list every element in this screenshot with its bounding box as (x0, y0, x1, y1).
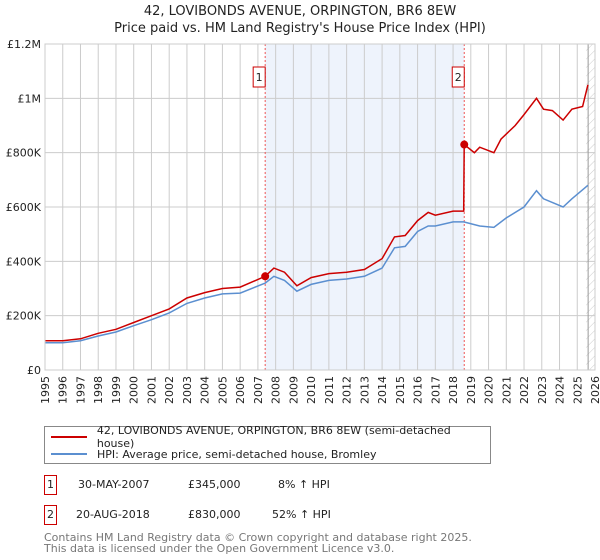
y-tick-label: £600K (6, 201, 42, 214)
x-tick-label: 2024 (554, 376, 567, 404)
sale-date: 30-MAY-2007 (78, 478, 150, 491)
x-tick-label: 2023 (536, 376, 549, 404)
sale-date: 20-AUG-2018 (76, 508, 150, 521)
legend-item-hpi: HPI: Average price, semi-detached house,… (51, 446, 376, 462)
sale-row-2: 2 20-AUG-2018 £830,000 52% ↑ HPI (44, 505, 444, 525)
sale-badge: 1 (44, 475, 57, 495)
sale-badge: 2 (44, 505, 57, 525)
series-line-property (45, 84, 589, 342)
x-tick-label: 1997 (74, 376, 87, 404)
x-tick-label: 2000 (128, 376, 141, 404)
x-tick-label: 2015 (394, 376, 407, 404)
footer-line-1: Contains HM Land Registry data © Crown c… (44, 531, 472, 544)
y-tick-label: £400K (6, 255, 42, 268)
sale-annotation-label: 1 (256, 71, 263, 84)
legend-label-property: 42, LOVIBONDS AVENUE, ORPINGTON, BR6 8EW… (96, 424, 451, 450)
legend-swatch-blue (51, 453, 87, 455)
y-tick-label: £800K (6, 147, 42, 160)
legend-item-property: 42, LOVIBONDS AVENUE, ORPINGTON, BR6 8EW… (51, 424, 490, 450)
x-tick-label: 1998 (92, 376, 105, 404)
sale-row-1: 1 30-MAY-2007 £345,000 8% ↑ HPI (44, 475, 444, 495)
x-tick-label: 1995 (39, 376, 52, 404)
sale-hpi: 52% ↑ HPI (272, 508, 331, 521)
x-tick-label: 2002 (163, 376, 176, 404)
x-tick-label: 2012 (341, 376, 354, 404)
x-tick-label: 2021 (500, 376, 513, 404)
x-tick-label: 2009 (287, 376, 300, 404)
y-tick-label: £0 (27, 364, 41, 377)
legend-label-hpi: HPI: Average price, semi-detached house,… (97, 447, 377, 461)
x-tick-label: 2005 (216, 376, 229, 404)
x-tick-label: 2010 (305, 376, 318, 404)
chart-title: 42, LOVIBONDS AVENUE, ORPINGTON, BR6 8EW (143, 4, 457, 19)
footer-line-2: This data is licensed under the Open Gov… (44, 542, 395, 555)
sale-annotation-label: 2 (455, 71, 462, 84)
y-tick-label: £1M (18, 92, 42, 105)
sale-annotation-box (451, 66, 465, 88)
chart-subtitle: Price paid vs. HM Land Registry's House … (114, 21, 486, 36)
x-tick-label: 2011 (323, 376, 336, 404)
x-tick-label: 2008 (270, 376, 283, 404)
x-tick-label: 1999 (110, 376, 123, 404)
x-tick-label: 2001 (145, 376, 158, 404)
x-tick-label: 2018 (447, 376, 460, 404)
x-tick-label: 2019 (465, 376, 478, 404)
x-tick-label: 1996 (57, 376, 70, 404)
x-tick-label: 2016 (412, 376, 425, 404)
x-tick-label: 2017 (429, 376, 442, 404)
y-tick-label: £200K (6, 310, 42, 323)
x-tick-label: 2020 (483, 376, 496, 404)
sale-annotation-box (252, 66, 266, 88)
price-chart: 1995 1996 1997 1998 1999 2000 2001 2002 2003 2004… (6, 38, 600, 404)
x-tick-label: 2026 (589, 376, 600, 404)
x-tick-label: 2004 (199, 376, 212, 404)
sale-point (261, 272, 270, 281)
x-tick-label: 2007 (252, 376, 265, 404)
sale-price: £830,000 (188, 508, 241, 521)
legend-swatch-red (51, 436, 87, 438)
x-tick-label: 2013 (358, 376, 371, 404)
x-tick-label: 2003 (181, 376, 194, 404)
x-tick-label: 2014 (376, 376, 389, 404)
sale-point (460, 140, 469, 149)
x-tick-label: 2025 (571, 376, 584, 404)
plot-border (44, 43, 596, 371)
series-line-hpi (45, 184, 589, 344)
sale-hpi: 8% ↑ HPI (278, 478, 330, 491)
x-tick-label: 2006 (234, 376, 247, 404)
legend: 42, LOVIBONDS AVENUE, ORPINGTON, BR6 8EW… (44, 424, 491, 464)
footer: Contains HM Land Registry data © Crown c… (44, 532, 472, 554)
x-tick-label: 2022 (518, 376, 531, 404)
sale-price: £345,000 (188, 478, 241, 491)
y-tick-label: £1.2M (7, 38, 41, 51)
